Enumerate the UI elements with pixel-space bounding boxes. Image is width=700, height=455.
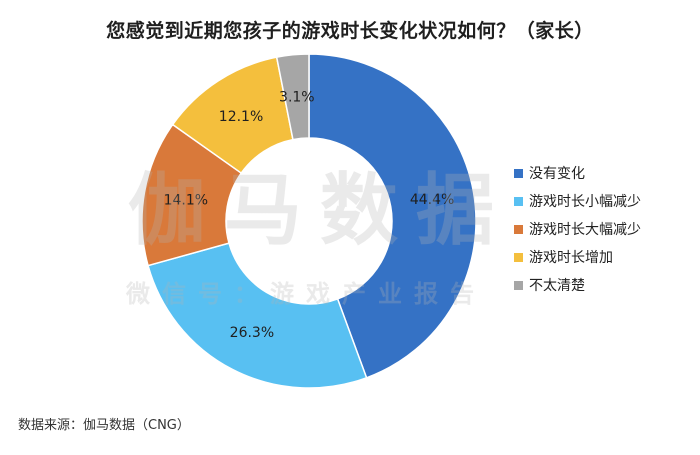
- slice-data-label: 44.4%: [410, 192, 454, 208]
- legend-item: 没有变化: [514, 159, 641, 187]
- legend-label: 游戏时长大幅减少: [529, 222, 641, 238]
- donut-slice: [308, 53, 477, 379]
- legend-swatch: [514, 196, 523, 206]
- legend-swatch: [514, 224, 523, 234]
- slice-data-label: 14.1%: [164, 193, 208, 209]
- slice-data-label: 3.1%: [279, 90, 315, 106]
- slice-data-label: 26.3%: [230, 325, 274, 341]
- data-source: 数据来源：伽马数据（CNG）: [18, 418, 190, 433]
- donut-slice: [275, 53, 310, 141]
- legend-item: 游戏时长大幅减少: [514, 215, 641, 243]
- slice-data-label: 12.1%: [219, 109, 263, 125]
- legend-item: 游戏时长增加: [514, 243, 641, 271]
- legend-label: 不太清楚: [529, 278, 585, 294]
- legend-label: 游戏时长小幅减少: [529, 194, 641, 210]
- legend-item: 不太清楚: [514, 271, 641, 299]
- legend-item: 游戏时长小幅减少: [514, 187, 641, 215]
- legend: 没有变化 游戏时长小幅减少 游戏时长大幅减少 游戏时长增加 不太清楚: [514, 159, 641, 299]
- legend-swatch: [514, 168, 523, 178]
- chart-title: 您感觉到近期您孩子的游戏时长变化状况如何？（家长）: [106, 20, 594, 42]
- donut-slice: [147, 242, 368, 389]
- legend-label: 游戏时长增加: [529, 250, 613, 266]
- legend-label: 没有变化: [529, 166, 585, 182]
- legend-swatch: [514, 252, 523, 262]
- legend-swatch: [514, 280, 523, 290]
